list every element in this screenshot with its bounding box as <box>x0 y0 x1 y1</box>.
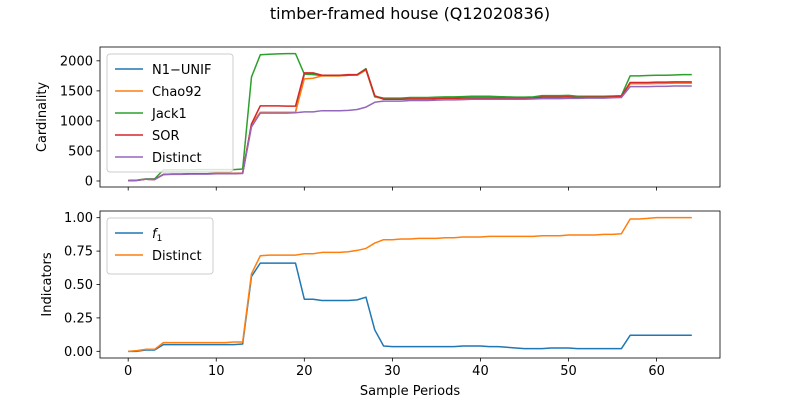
y-axis-label: Cardinality <box>35 82 50 153</box>
legend-label-2: Jack1 <box>151 107 187 122</box>
figure-title: timber-framed house (Q12020836) <box>270 4 550 23</box>
legend-label-3: SOR <box>152 129 180 144</box>
y-tick-label: 0 <box>85 174 93 189</box>
y-tick-label: 1.00 <box>64 211 93 226</box>
legend-label-1: Chao92 <box>152 85 202 100</box>
plot-frame <box>99 46 721 188</box>
y-tick-label: 500 <box>68 144 93 159</box>
x-tick-label: 0 <box>124 364 132 379</box>
y-tick-label: 1000 <box>60 114 93 129</box>
series-line-4 <box>128 85 692 182</box>
y-tick-label: 1500 <box>60 84 93 99</box>
y-tick-label: 2000 <box>60 54 93 69</box>
indicators-panel: 0 10 20 30 40 50 60 0.00 0.25 0.50 0.75 1.00 Indicat… <box>40 210 721 399</box>
legend-label-0: N1−UNIF <box>152 63 211 78</box>
legend-label-4: Distinct <box>152 151 202 166</box>
legend-label-0: f1 <box>152 227 162 244</box>
x-tick-label: 10 <box>208 364 225 379</box>
y-axis-label: Indicators <box>40 252 55 316</box>
x-tick-label: 50 <box>560 364 577 379</box>
y-tick-label: 0.00 <box>64 345 93 360</box>
x-tick-label: 60 <box>648 364 665 379</box>
x-tick-label: 20 <box>296 364 313 379</box>
series-line-1 <box>128 216 692 353</box>
x-axis-label: Sample Periods <box>360 384 460 399</box>
legend-box <box>106 53 234 173</box>
y-tick-label: 0.50 <box>64 278 93 293</box>
x-tick-label: 40 <box>472 364 489 379</box>
cardinality-panel: 0 500 1000 1500 2000 Cardinality N1−UNIF Chao92… <box>35 46 721 191</box>
legend-box <box>106 217 214 275</box>
x-tick-label: 30 <box>384 364 401 379</box>
legend-label-1: Distinct <box>152 249 202 264</box>
y-tick-label: 0.75 <box>64 245 93 260</box>
series-line-0 <box>128 262 692 353</box>
y-tick-label: 0.25 <box>64 311 93 326</box>
